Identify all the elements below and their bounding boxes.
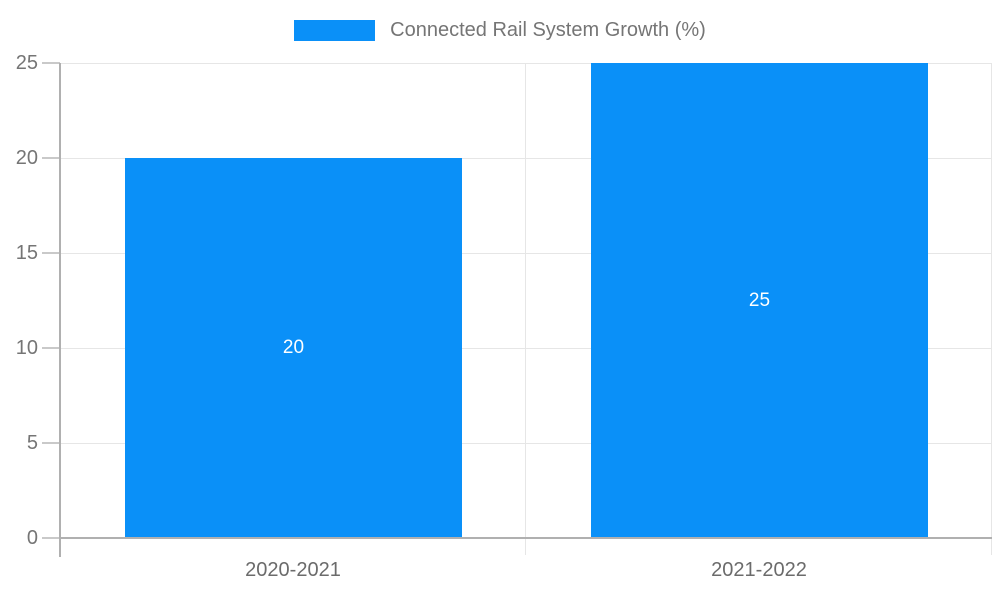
y-axis-tick xyxy=(42,537,60,539)
legend[interactable]: Connected Rail System Growth (%) xyxy=(0,17,1000,43)
x-axis-line xyxy=(60,537,992,539)
y-tick-label: 15 xyxy=(15,242,38,264)
y-tick-label: 0 xyxy=(26,527,38,549)
gridline-horizontal xyxy=(60,442,992,444)
y-axis-line xyxy=(59,63,61,557)
y-axis-tick xyxy=(42,62,60,64)
category-boundary-line xyxy=(525,63,526,555)
y-tick-label: 5 xyxy=(26,432,38,454)
y-axis-tick xyxy=(42,347,60,349)
legend-label: Connected Rail System Growth (%) xyxy=(390,19,706,41)
y-tick-label: 10 xyxy=(15,337,38,359)
gridline-horizontal xyxy=(60,62,992,64)
gridline-horizontal xyxy=(60,157,992,159)
x-category-label: 2020-2021 xyxy=(245,559,341,581)
plot-area: 20 25 xyxy=(42,62,992,557)
y-axis-tick xyxy=(42,442,60,444)
y-tick-label: 25 xyxy=(15,52,38,74)
bar-value-label: 20 xyxy=(282,337,305,358)
y-tick-label: 20 xyxy=(15,147,38,169)
x-category-label: 2021-2022 xyxy=(711,559,807,581)
bar-2020-2021[interactable] xyxy=(125,158,462,538)
y-axis-tick xyxy=(42,157,60,159)
bar-2021-2022[interactable] xyxy=(591,63,928,538)
bar-value-label: 25 xyxy=(748,289,771,311)
legend-swatch-icon xyxy=(294,19,376,41)
gridline-horizontal xyxy=(60,347,992,349)
y-axis-tick xyxy=(42,252,60,254)
category-boundary-line xyxy=(991,63,992,555)
gridline-horizontal xyxy=(60,252,992,254)
